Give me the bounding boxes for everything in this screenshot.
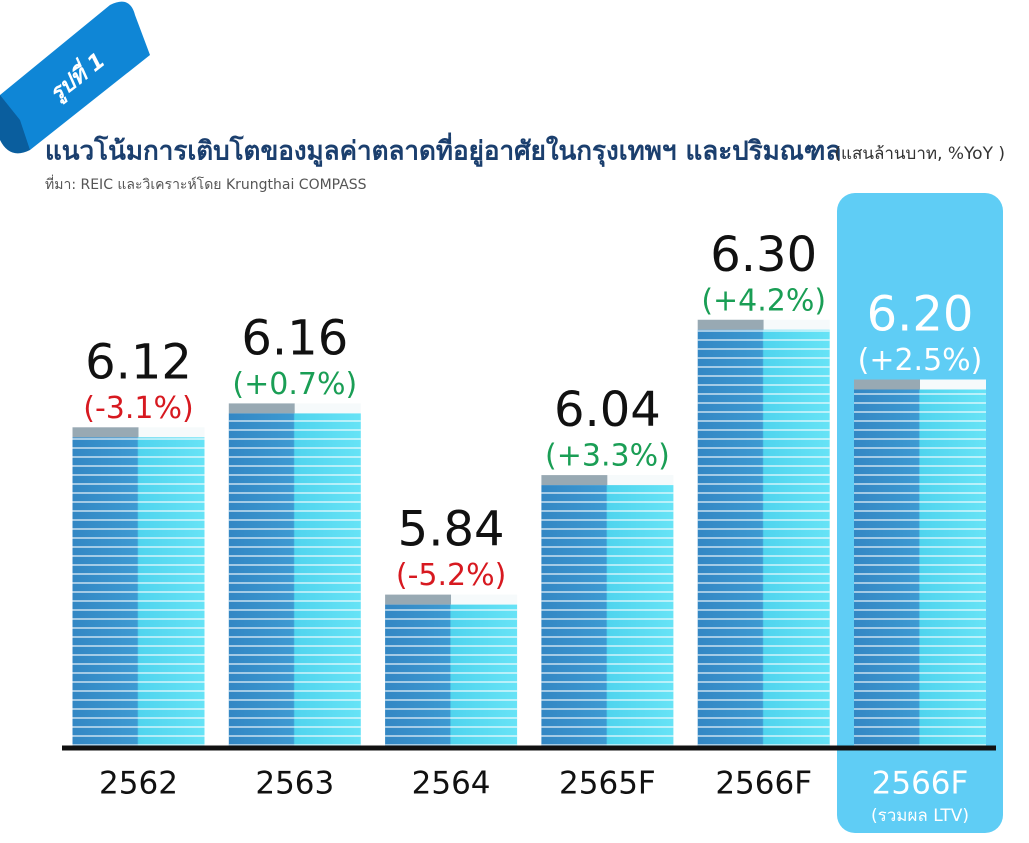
bar-cap (920, 379, 986, 390)
bar-stripes (385, 604, 518, 748)
bar-cap (854, 379, 920, 390)
bar-cap (697, 319, 764, 330)
bar-stripes (72, 437, 205, 748)
bar-cap (763, 319, 830, 330)
bar-stripes (541, 485, 674, 748)
bar-cap (138, 427, 205, 438)
value-label: 6.30 (710, 227, 817, 283)
bar-stripes (228, 413, 361, 748)
yoy-label: (+2.5%) (858, 343, 983, 378)
unit-note: (แสนล้านบาท, %YoY ) (834, 144, 1005, 164)
x-tick-label: 2566F (715, 766, 812, 802)
x-tick-label: 2565F (559, 766, 656, 802)
value-label: 6.16 (241, 310, 348, 366)
value-label: 6.20 (867, 287, 974, 343)
bar-cap (541, 475, 608, 486)
category-note: (รวมผล LTV) (871, 806, 969, 826)
yoy-label: (+3.3%) (545, 439, 670, 474)
bar-cap (607, 475, 674, 486)
plot: 6.12(-3.1%) 2562 6.16(+0.7%) 2563 5.84(-5.2%… (72, 227, 986, 826)
bar-cap (294, 403, 361, 414)
x-tick-label: 2564 (412, 766, 491, 802)
x-tick-label: 2566F (872, 766, 969, 802)
yoy-label: (-5.2%) (396, 558, 506, 593)
x-tick-label: 2563 (255, 766, 334, 802)
value-label: 6.04 (554, 382, 661, 438)
source: ที่มา: REIC และวิเคราะห์โดย Krungthai CO… (45, 175, 367, 193)
bar-cap (72, 427, 139, 438)
value-label: 6.12 (85, 334, 192, 390)
value-label: 5.84 (398, 502, 505, 558)
yoy-label: (+4.2%) (701, 283, 826, 318)
bar-stripes (854, 389, 986, 748)
x-tick-label: 2562 (99, 766, 178, 802)
bar-cap (228, 403, 295, 414)
badge: รูปที่ 1 (0, 1, 150, 154)
yoy-label: (+0.7%) (232, 367, 357, 402)
bar-cap (451, 594, 518, 605)
bar-cap (385, 594, 452, 605)
yoy-label: (-3.1%) (83, 391, 193, 426)
bar-stripes (697, 329, 830, 748)
chart-title: แนวโน้มการเติบโตของมูลค่าตลาดที่อยู่อาศั… (45, 132, 841, 168)
